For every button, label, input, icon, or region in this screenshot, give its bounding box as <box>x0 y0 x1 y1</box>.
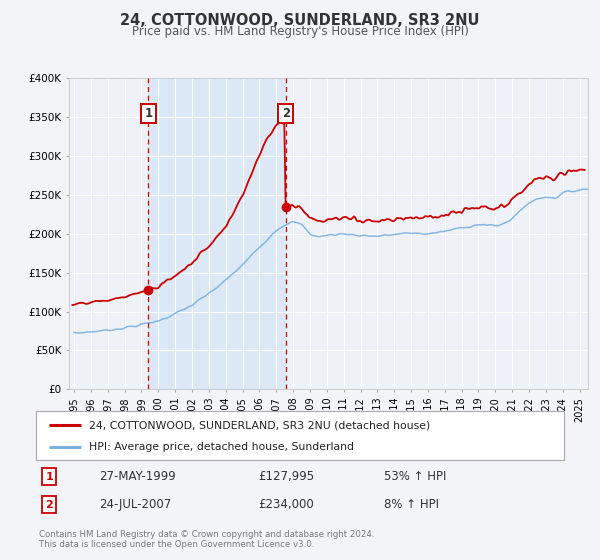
Text: £127,995: £127,995 <box>258 470 314 483</box>
Text: 2: 2 <box>46 500 53 510</box>
Text: 24, COTTONWOOD, SUNDERLAND, SR3 2NU: 24, COTTONWOOD, SUNDERLAND, SR3 2NU <box>120 13 480 29</box>
Text: 8% ↑ HPI: 8% ↑ HPI <box>385 498 439 511</box>
Text: Contains HM Land Registry data © Crown copyright and database right 2024.
This d: Contains HM Land Registry data © Crown c… <box>39 530 374 549</box>
Text: 24-JUL-2007: 24-JUL-2007 <box>100 498 172 511</box>
Text: 24, COTTONWOOD, SUNDERLAND, SR3 2NU (detached house): 24, COTTONWOOD, SUNDERLAND, SR3 2NU (det… <box>89 421 430 430</box>
Text: £234,000: £234,000 <box>258 498 314 511</box>
Text: 2: 2 <box>281 107 290 120</box>
Text: 53% ↑ HPI: 53% ↑ HPI <box>385 470 447 483</box>
Text: 27-MAY-1999: 27-MAY-1999 <box>100 470 176 483</box>
Text: 1: 1 <box>46 472 53 482</box>
Text: 1: 1 <box>145 107 152 120</box>
Text: HPI: Average price, detached house, Sunderland: HPI: Average price, detached house, Sund… <box>89 442 354 452</box>
Text: Price paid vs. HM Land Registry's House Price Index (HPI): Price paid vs. HM Land Registry's House … <box>131 25 469 38</box>
Bar <box>148 78 286 389</box>
